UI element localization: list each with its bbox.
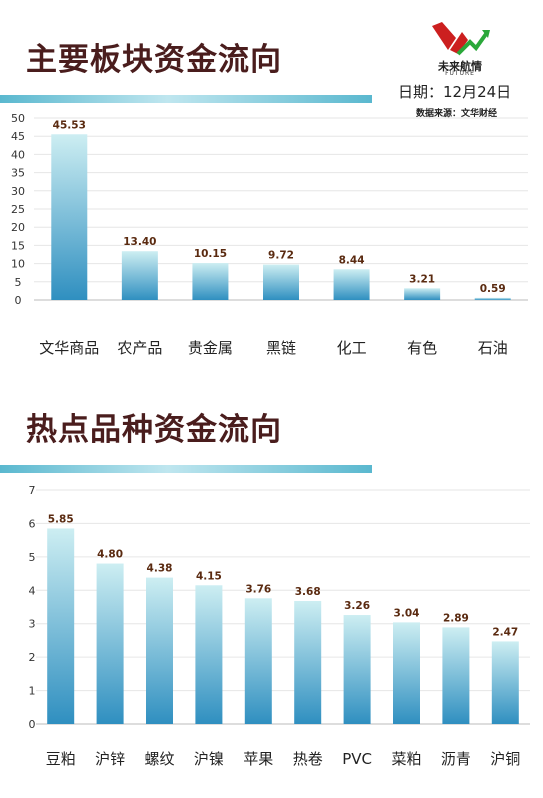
date-label: 日期：12月24日: [398, 83, 512, 101]
bar: [121, 251, 158, 300]
y-tick-label: 5: [29, 551, 36, 564]
y-tick-label: 5: [15, 276, 22, 289]
brand-logo: [428, 20, 492, 76]
y-tick-label: 25: [11, 203, 25, 216]
y-tick-label: 20: [11, 221, 25, 234]
data-label: 2.47: [492, 626, 518, 638]
chart-title-sectors: 主要板块资金流向: [26, 42, 282, 78]
x-category-label: 贵金属: [188, 339, 233, 357]
x-category-label: 石油: [478, 339, 508, 357]
y-tick-label: 1: [29, 685, 36, 698]
bar: [51, 134, 88, 300]
y-tick-label: 0: [29, 718, 36, 731]
bar: [47, 528, 75, 724]
y-tick-label: 30: [11, 185, 25, 198]
x-category-label: 沪铜: [490, 750, 520, 768]
data-label: 10.15: [194, 248, 227, 260]
y-tick-label: 50: [11, 112, 25, 125]
bar: [146, 577, 173, 724]
hot-contract-fund-flow-chart: 7 6 5 4 3 2 1 0 5.85 豆粕 4.80 沪锌 4.38 螺纹 4.15 沪镍 3.76 苹果 3.…: [29, 484, 530, 768]
bar: [244, 598, 272, 724]
bar: [294, 600, 322, 724]
data-label: 4.15: [196, 570, 222, 582]
title-underline-stripe: [0, 95, 372, 103]
data-label: 3.26: [344, 600, 370, 612]
bar: [195, 585, 223, 724]
data-label: 8.44: [339, 254, 365, 266]
logo-subtext: FUTURE: [445, 70, 475, 77]
y-tick-label: 7: [29, 484, 36, 497]
data-label: 3.76: [245, 583, 271, 595]
x-category-label: 菜粕: [391, 750, 421, 768]
y-tick-label: 3: [29, 618, 36, 631]
data-label: 13.40: [123, 236, 156, 248]
data-label: 3.21: [409, 273, 435, 285]
x-category-label: 沪锌: [95, 750, 125, 768]
y-tick-label: 40: [11, 148, 25, 161]
x-category-label: 豆粕: [46, 750, 76, 768]
x-category-label: 螺纹: [144, 750, 174, 768]
x-category-label: 热卷: [293, 750, 323, 768]
x-category-label: 沥青: [441, 750, 471, 768]
data-label: 3.04: [394, 607, 420, 619]
data-label: 0.59: [480, 283, 506, 295]
bar: [442, 627, 470, 724]
bar: [343, 615, 371, 724]
data-source-label: 数据来源：文华财经: [416, 109, 498, 119]
title-underline-stripe-2: [0, 465, 372, 473]
data-label: 9.72: [268, 250, 294, 262]
x-category-label: PVC: [342, 750, 372, 768]
bar: [393, 622, 420, 724]
x-category-label: 文华商品: [39, 339, 99, 357]
chart-title-hot-contracts: 热点品种资金流向: [26, 412, 282, 448]
data-label: 3.68: [295, 586, 321, 598]
bar: [192, 263, 229, 300]
y-tick-label: 0: [15, 294, 22, 307]
bar: [333, 269, 370, 300]
bar: [263, 264, 299, 300]
x-category-label: 农产品: [117, 339, 162, 357]
data-label: 4.80: [97, 549, 123, 561]
x-category-label: 化工: [337, 339, 367, 357]
sector-fund-flow-chart: 5045403530252015105045.53文华商品13.40农产品10.…: [11, 112, 528, 357]
x-category-label: 苹果: [243, 750, 273, 768]
bar: [491, 641, 519, 724]
x-category-label: 黑链: [266, 339, 296, 357]
y-tick-label: 15: [11, 239, 25, 252]
logo-text: 未来航情: [438, 60, 482, 73]
y-tick-label: 35: [11, 167, 25, 180]
y-tick-label: 4: [29, 584, 36, 597]
bar: [404, 288, 441, 300]
bar: [474, 297, 511, 300]
y-tick-label: 2: [29, 651, 36, 664]
y-tick-label: 45: [11, 130, 25, 143]
data-label: 5.85: [48, 513, 74, 525]
data-label: 4.38: [147, 563, 173, 575]
data-label: 45.53: [53, 119, 86, 131]
data-label: 2.89: [443, 612, 469, 624]
x-category-label: 沪镍: [194, 750, 224, 768]
bar: [96, 563, 124, 724]
y-tick-label: 10: [11, 258, 25, 271]
x-category-label: 有色: [407, 339, 437, 357]
y-tick-label: 6: [29, 517, 36, 530]
